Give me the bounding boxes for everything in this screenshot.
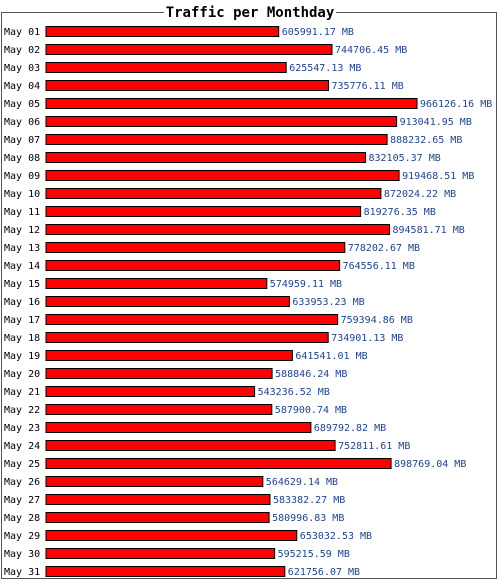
value-label: 633953.23 MB [292,297,364,308]
value-label: 778202.67 MB [348,243,420,254]
category-label: May 11 [4,207,40,218]
bar [45,386,256,397]
bar [45,350,293,361]
bar [45,206,362,217]
value-label: 689792.82 MB [314,423,386,434]
bar [45,116,398,127]
bar [45,188,382,199]
category-label: May 05 [4,99,40,110]
bar [45,26,280,37]
category-label: May 09 [4,171,40,182]
category-label: May 21 [4,387,40,398]
category-label: May 24 [4,441,40,452]
value-label: 832105.37 MB [369,153,441,164]
bar [45,260,341,271]
bar [45,278,268,289]
bar [45,80,329,91]
value-label: 734901.13 MB [331,333,403,344]
category-label: May 07 [4,135,40,146]
bar [45,458,392,469]
value-label: 919468.51 MB [402,171,474,182]
value-label: 621756.07 MB [288,567,360,578]
value-label: 913041.95 MB [400,117,472,128]
category-label: May 13 [4,243,40,254]
category-label: May 15 [4,279,40,290]
bar [45,224,390,235]
bar [45,170,400,181]
value-label: 564629.14 MB [266,477,338,488]
value-label: 894581.71 MB [393,225,465,236]
value-label: 819276.35 MB [364,207,436,218]
bar [45,152,366,163]
category-label: May 23 [4,423,40,434]
bar [45,134,388,145]
value-label: 588846.24 MB [275,369,347,380]
value-label: 966126.16 MB [420,99,492,110]
value-label: 605991.17 MB [282,27,354,38]
bar [45,566,286,577]
bar [45,548,276,559]
bar [45,440,336,451]
value-label: 888232.65 MB [390,135,462,146]
category-label: May 18 [4,333,40,344]
category-label: May 04 [4,81,40,92]
bar [45,422,312,433]
category-label: May 12 [4,225,40,236]
value-label: 641541.01 MB [295,351,367,362]
bar [45,332,329,343]
bar [45,368,273,379]
bar [45,530,298,541]
bar [45,476,264,487]
bar [45,296,290,307]
bar [45,242,346,253]
value-label: 735776.11 MB [332,81,404,92]
value-label: 587900.74 MB [275,405,347,416]
value-label: 898769.04 MB [394,459,466,470]
category-label: May 03 [4,63,40,74]
category-label: May 02 [4,45,40,56]
value-label: 653032.53 MB [300,531,372,542]
category-label: May 31 [4,567,40,578]
value-label: 574959.11 MB [270,279,342,290]
category-label: May 19 [4,351,40,362]
value-label: 752811.61 MB [338,441,410,452]
category-label: May 27 [4,495,40,506]
category-label: May 30 [4,549,40,560]
category-label: May 16 [4,297,40,308]
category-label: May 17 [4,315,40,326]
category-label: May 10 [4,189,40,200]
value-label: 543236.52 MB [258,387,330,398]
bar [45,314,339,325]
value-label: 625547.13 MB [289,63,361,74]
bar [45,404,273,415]
value-label: 583382.27 MB [273,495,345,506]
bar [45,98,418,109]
bar [45,512,270,523]
category-label: May 26 [4,477,40,488]
category-label: May 14 [4,261,40,272]
bar [45,494,271,505]
value-label: 759394.86 MB [341,315,413,326]
value-label: 872024.22 MB [384,189,456,200]
category-label: May 25 [4,459,40,470]
value-label: 764556.11 MB [343,261,415,272]
category-label: May 01 [4,27,40,38]
category-label: May 29 [4,531,40,542]
category-label: May 28 [4,513,40,524]
bar [45,62,287,73]
value-label: 595215.59 MB [278,549,350,560]
category-label: May 08 [4,153,40,164]
value-label: 580996.83 MB [272,513,344,524]
category-label: May 20 [4,369,40,380]
category-label: May 22 [4,405,40,416]
value-label: 744706.45 MB [335,45,407,56]
category-label: May 06 [4,117,40,128]
bar [45,44,333,55]
